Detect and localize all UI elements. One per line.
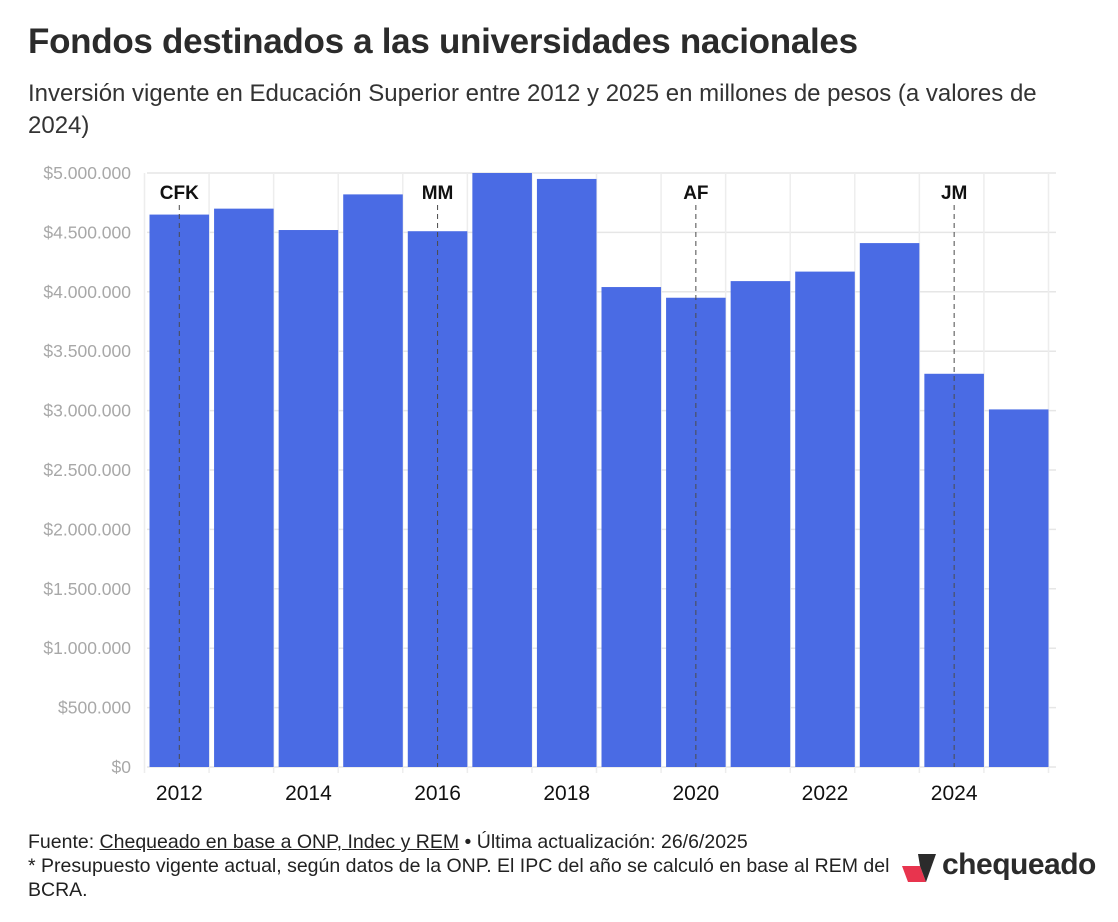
- logo-text: chequeado: [942, 848, 1096, 881]
- bar: [795, 271, 855, 767]
- period-marker-label: CFK: [160, 183, 199, 204]
- y-tick-label: $3.500.000: [43, 341, 131, 361]
- period-marker-label: MM: [422, 183, 454, 204]
- footnote: * Presupuesto vigente actual, según dato…: [28, 855, 890, 901]
- y-tick-label: $5.000.000: [43, 163, 131, 183]
- bar: [536, 178, 597, 767]
- footer: Fuente: Chequeado en base a ONP, Indec y…: [28, 830, 898, 902]
- y-tick-label: $0: [112, 757, 132, 777]
- bar: [214, 208, 274, 767]
- page-subtitle: Inversión vigente en Educación Superior …: [28, 80, 1037, 139]
- bar: [472, 173, 532, 767]
- bar: [601, 287, 662, 767]
- bar: [730, 281, 791, 767]
- bar-chart: $0 $500.000 $1.000.000 $1.500.000 $2.000.000…: [43, 163, 1056, 805]
- source-prefix: Fuente:: [28, 831, 100, 853]
- y-tick-label: $3.000.000: [43, 401, 131, 421]
- x-tick-label: 2016: [414, 782, 461, 805]
- x-tick-label: 2024: [931, 782, 978, 805]
- bar: [988, 409, 1049, 767]
- y-tick-label: $2.000.000: [43, 519, 131, 539]
- bar: [278, 230, 339, 768]
- source-link[interactable]: Chequeado en base a ONP, Indec y REM: [99, 831, 460, 853]
- x-tick-label: 2020: [672, 782, 719, 805]
- y-tick-label: $1.000.000: [43, 638, 131, 658]
- x-tick-label: 2014: [285, 782, 332, 805]
- y-tick-label: $4.500.000: [43, 222, 131, 242]
- x-tick-label: 2022: [802, 782, 849, 805]
- update-date: • Última actualización: 26/6/2025: [459, 831, 748, 853]
- period-marker-label: AF: [683, 183, 708, 204]
- page-title: Fondos destinados a las universidades na…: [28, 22, 858, 61]
- chequeado-logo[interactable]: chequeado: [900, 848, 1096, 888]
- x-tick-label: 2012: [156, 782, 203, 805]
- y-tick-label: $2.500.000: [43, 460, 131, 480]
- period-marker-label: JM: [941, 183, 967, 204]
- chequeado-logo-icon: [902, 854, 936, 882]
- bar: [343, 194, 403, 767]
- y-tick-label: $1.500.000: [43, 579, 131, 599]
- bar: [859, 243, 920, 768]
- x-tick-label: 2018: [543, 782, 590, 805]
- y-tick-label: $4.000.000: [43, 282, 131, 302]
- y-tick-label: $500.000: [58, 698, 131, 718]
